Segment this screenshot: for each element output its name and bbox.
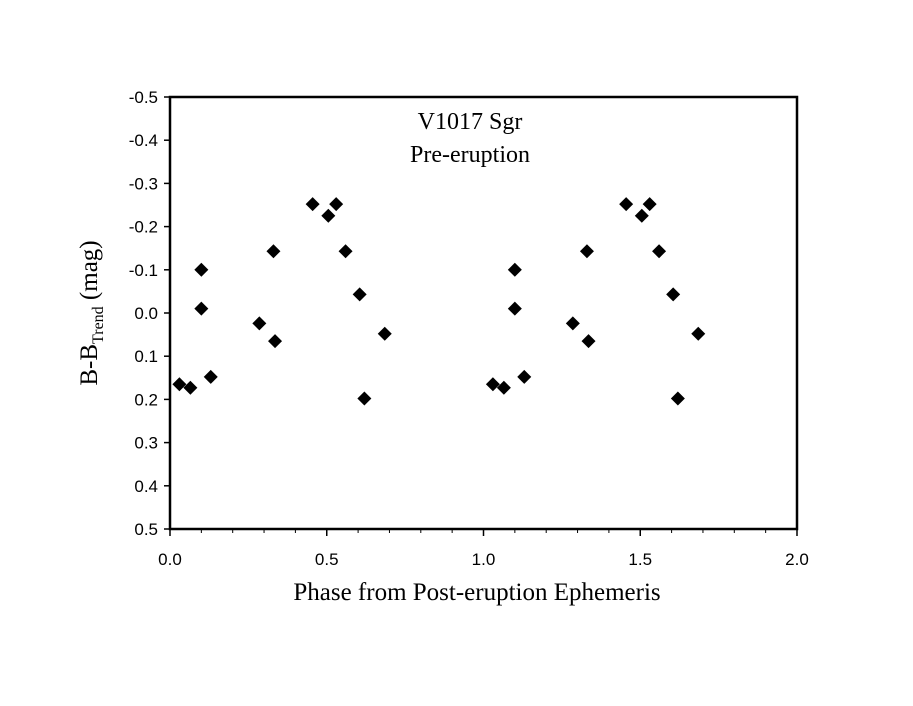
y-axis-label-subscript: Trend [90, 306, 107, 344]
data-point [691, 326, 706, 341]
axis-ticks: -0.5-0.4-0.3-0.2-0.10.00.10.20.30.40.50.… [129, 88, 809, 569]
y-tick-label: 0.0 [134, 304, 158, 323]
chart-title-line-2: Pre-eruption [410, 142, 530, 168]
x-tick-label: 0.5 [315, 550, 339, 569]
data-point [266, 244, 281, 259]
data-point [203, 369, 218, 384]
x-tick-label: 2.0 [785, 550, 809, 569]
data-point [321, 208, 336, 223]
data-points [172, 197, 706, 406]
data-point [565, 316, 580, 331]
data-point [581, 334, 596, 349]
y-tick-label: 0.4 [134, 477, 158, 496]
y-tick-label: 0.1 [134, 347, 158, 366]
x-tick-label: 1.0 [472, 550, 496, 569]
data-point [252, 316, 267, 331]
y-tick-label: 0.3 [134, 434, 158, 453]
data-point [352, 287, 367, 302]
data-point [194, 301, 209, 316]
data-point [507, 301, 522, 316]
data-point [579, 244, 594, 259]
y-tick-label: -0.5 [129, 88, 158, 107]
data-point [666, 287, 681, 302]
x-axis-label: Phase from Post-eruption Ephemeris [293, 579, 660, 606]
x-tick-label: 0.0 [158, 550, 182, 569]
data-point [485, 377, 500, 392]
data-point [194, 262, 209, 277]
data-point [634, 208, 649, 223]
y-tick-label: 0.2 [134, 390, 158, 409]
y-axis-label: B-BTrend (mag) [76, 240, 107, 385]
y-tick-label: -0.2 [129, 218, 158, 237]
y-tick-label: 0.5 [134, 520, 158, 539]
y-axis-label-suffix: (mag) [76, 240, 103, 306]
data-point [357, 391, 372, 406]
x-tick-label: 1.5 [628, 550, 652, 569]
data-point [619, 197, 634, 212]
y-axis-label-base: B-B [76, 344, 103, 386]
data-point [642, 197, 657, 212]
data-point [338, 244, 353, 259]
data-point [377, 326, 392, 341]
chart-title-line-1: V1017 Sgr [418, 109, 523, 135]
data-point [183, 380, 198, 395]
y-tick-label: -0.4 [129, 131, 158, 150]
data-point [172, 377, 187, 392]
data-point [670, 391, 685, 406]
y-tick-label: -0.3 [129, 174, 158, 193]
data-point [496, 380, 511, 395]
data-point [268, 334, 283, 349]
data-point [517, 369, 532, 384]
data-point [652, 244, 667, 259]
y-tick-label: -0.1 [129, 261, 158, 280]
data-point [507, 262, 522, 277]
data-point [329, 197, 344, 212]
data-point [305, 197, 320, 212]
